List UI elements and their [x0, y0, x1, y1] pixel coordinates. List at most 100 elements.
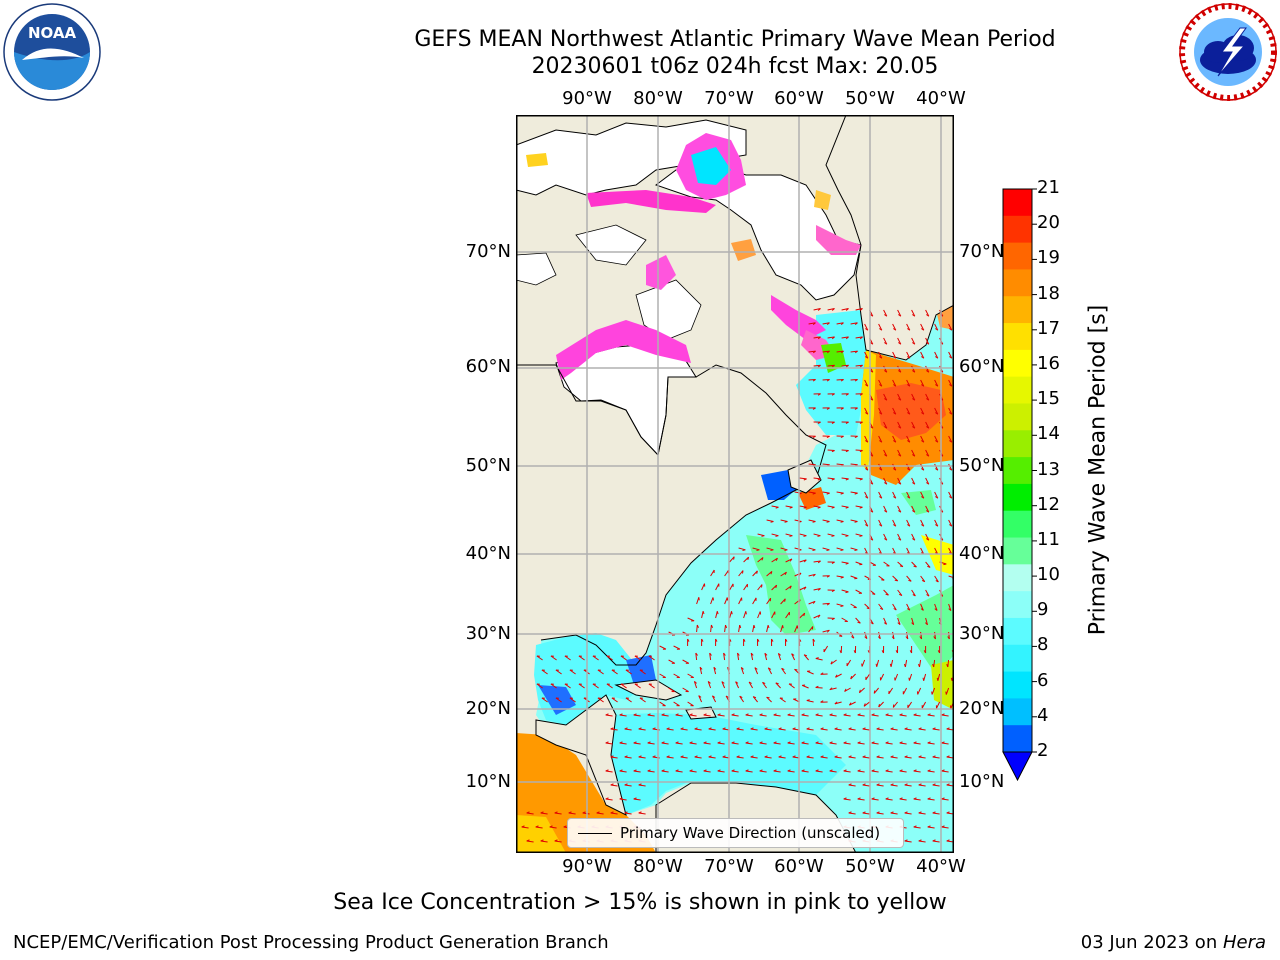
wave-arrow-head — [815, 769, 819, 772]
wave-arrow-head — [935, 412, 939, 415]
wave-arrow-head — [743, 638, 746, 642]
wave-arrow — [920, 379, 925, 387]
wave-arrow — [871, 798, 879, 801]
colorbar — [996, 180, 1044, 790]
wave-arrow-head — [899, 741, 903, 744]
wave-arrow — [890, 784, 898, 787]
wave-arrow — [668, 687, 675, 693]
colorbar-tick-label: 18 — [1037, 282, 1060, 304]
wave-arrow-head — [941, 797, 945, 800]
wave-arrow-head — [817, 478, 821, 481]
wave-arrow — [864, 379, 869, 387]
wave-arrow — [878, 631, 881, 639]
wave-arrow-head — [935, 384, 939, 387]
wave-arrow-head — [778, 653, 781, 656]
wave-arrow-head — [789, 558, 793, 562]
wave-arrow — [871, 742, 879, 745]
wave-arrow — [911, 365, 916, 373]
wave-arrow-head — [949, 440, 953, 443]
wave-arrow — [934, 519, 939, 527]
wave-arrow — [920, 631, 923, 639]
wave-arrow-head — [820, 672, 824, 675]
wave-arrow-head — [803, 506, 807, 509]
wave-arrow-head — [624, 783, 628, 786]
wave-arrow — [791, 653, 796, 661]
wave-arrow — [948, 547, 953, 555]
wave-arrow-head — [803, 654, 808, 657]
wave-arrow-head — [801, 741, 805, 744]
wave-arrow — [906, 463, 911, 471]
legend-label: Primary Wave Direction (unscaled) — [620, 824, 881, 842]
wave-arrow-head — [884, 398, 888, 401]
wave-arrow-head — [935, 440, 939, 443]
wave-arrow-head — [633, 713, 637, 716]
wave-arrow-head — [870, 622, 874, 625]
wave-arrow — [780, 519, 788, 522]
wave-arrow — [897, 533, 902, 541]
wave-arrow — [597, 697, 604, 703]
wave-arrow — [827, 449, 835, 451]
wave-arrow — [785, 558, 793, 563]
north-atlantic-swell-core — [876, 383, 946, 440]
map-panel — [516, 115, 954, 853]
wave-arrow — [941, 770, 949, 773]
wave-arrow — [745, 770, 753, 773]
wave-arrow-head — [605, 713, 609, 716]
wave-arrow-head — [787, 769, 791, 772]
wave-arrow — [568, 812, 576, 815]
wave-arrow — [757, 611, 761, 619]
wave-arrow-head — [941, 769, 945, 772]
wave-arrow-head — [921, 468, 925, 471]
wave-arrow-head — [926, 398, 930, 401]
wave-arrow — [859, 687, 865, 694]
wave-arrow — [764, 728, 772, 731]
wave-arrow — [904, 728, 912, 731]
wave-arrow — [932, 840, 940, 843]
wave-arrow — [913, 826, 921, 829]
colorbar-segment — [1003, 242, 1032, 270]
wave-arrow-head — [848, 811, 852, 814]
wave-arrow-head — [943, 563, 947, 566]
wave-arrow-head — [884, 426, 888, 429]
wave-arrow-head — [892, 704, 895, 708]
wave-arrow — [582, 812, 590, 815]
wave-arrow — [752, 597, 757, 605]
wave-arrow — [878, 407, 883, 415]
wave-arrow-head — [854, 549, 858, 551]
wave-arrow — [917, 687, 922, 695]
wave-arrow — [738, 570, 744, 577]
wave-arrow — [780, 598, 786, 605]
wave-arrow-head — [922, 677, 925, 681]
wave-arrow — [777, 653, 782, 661]
wave-arrow-head — [904, 811, 908, 814]
wave-arrow — [920, 547, 925, 555]
wave-arrow — [675, 742, 683, 745]
wave-arrow — [620, 683, 627, 689]
wave-arrow — [904, 784, 912, 787]
wave-arrow — [918, 756, 926, 759]
wave-arrow — [878, 323, 883, 331]
wave-arrow-head — [854, 350, 858, 354]
wave-arrow-head — [935, 496, 939, 499]
wave-arrow — [721, 681, 726, 689]
wave-arrow-head — [610, 755, 614, 758]
wave-arrow — [918, 728, 926, 731]
wave-arrow-head — [775, 682, 779, 685]
wave-arrow — [724, 597, 728, 605]
colorbar-segment — [1003, 430, 1032, 458]
wave-arrow-head — [898, 454, 902, 457]
wave-arrow-head — [844, 688, 847, 692]
wave-arrow-head — [898, 370, 902, 373]
wave-arrow — [794, 547, 802, 551]
wave-arrow — [927, 742, 935, 745]
wave-arrow — [827, 533, 835, 537]
wave-arrow — [948, 463, 953, 471]
wave-arrow — [843, 798, 851, 801]
wave-arrow — [820, 728, 828, 731]
wave-arrow-head — [839, 650, 842, 654]
wave-arrow — [948, 351, 953, 359]
wave-arrow — [892, 575, 899, 582]
wave-arrow — [862, 784, 870, 787]
wave-arrow-head — [633, 797, 637, 800]
wave-arrow-head — [748, 681, 752, 684]
